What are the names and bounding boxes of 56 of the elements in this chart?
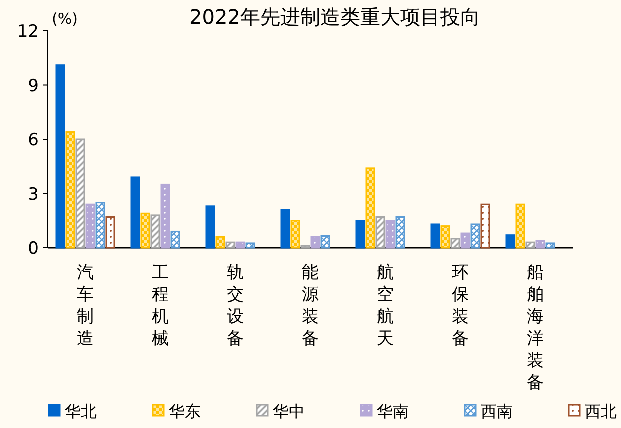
bar xyxy=(246,242,256,249)
bar xyxy=(140,212,150,249)
bar xyxy=(310,236,320,249)
y-tick-label: 12 xyxy=(17,22,39,42)
x-tick-label: 轨交设备 xyxy=(227,263,244,349)
bar xyxy=(236,242,246,249)
bar xyxy=(396,216,406,249)
bar xyxy=(150,214,160,249)
y-axis-title: (%) xyxy=(52,10,78,28)
bar xyxy=(130,176,140,249)
x-tick-label: 船舶海洋装备 xyxy=(527,263,544,393)
bar xyxy=(320,235,330,249)
chart-title: 2022年先进制造类重大项目投向 xyxy=(190,5,480,29)
bar xyxy=(226,242,236,249)
bar xyxy=(170,230,180,249)
bar xyxy=(450,238,460,249)
bar xyxy=(356,220,366,249)
x-tick-label: 汽车制造 xyxy=(77,263,94,349)
bar xyxy=(160,184,170,249)
legend-label: 华北 xyxy=(65,402,97,421)
x-tick-label: 能源装备 xyxy=(302,263,319,349)
bar xyxy=(56,64,66,249)
bar xyxy=(536,240,546,249)
bar xyxy=(206,206,216,249)
bar xyxy=(66,132,76,249)
y-tick-label: 0 xyxy=(28,239,39,259)
legend-label: 华东 xyxy=(169,402,201,421)
bar xyxy=(546,242,556,249)
y-tick-label: 3 xyxy=(28,184,39,205)
bar xyxy=(86,204,96,249)
legend-label: 华中 xyxy=(273,402,305,421)
bar xyxy=(280,209,290,249)
x-tick-label: 航空航天 xyxy=(377,263,394,349)
bar xyxy=(76,138,86,249)
legend-label: 华南 xyxy=(377,402,409,421)
bar xyxy=(216,236,226,249)
x-tick-label: 环保装备 xyxy=(452,263,469,349)
y-tick-label: 6 xyxy=(28,130,39,150)
bar xyxy=(526,242,536,249)
bar xyxy=(506,234,516,249)
x-tick-label: 工程机械 xyxy=(152,263,169,349)
bar xyxy=(516,204,526,249)
bar xyxy=(290,220,300,249)
bar xyxy=(386,220,396,249)
bar xyxy=(96,202,106,249)
bar xyxy=(366,168,376,249)
bar xyxy=(440,226,450,249)
bar xyxy=(106,216,116,249)
bar xyxy=(470,224,480,249)
y-tick-label: 9 xyxy=(28,76,39,96)
bar xyxy=(480,204,490,249)
bar xyxy=(376,216,386,249)
legend-label: 西北 xyxy=(585,402,617,421)
legend-label: 西南 xyxy=(481,402,513,421)
bar xyxy=(430,224,440,249)
bar xyxy=(460,232,470,249)
